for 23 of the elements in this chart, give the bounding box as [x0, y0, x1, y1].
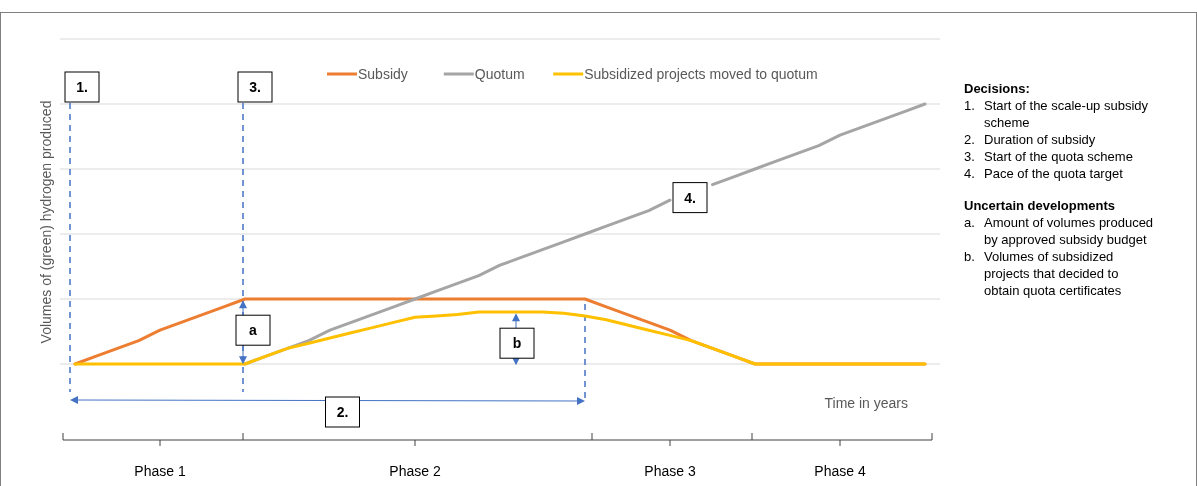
annotation: 4.	[684, 189, 696, 206]
y-axis-title: Volumes of (green) hydrogen produced	[38, 100, 54, 344]
text: 2.	[964, 131, 976, 148]
legend-label: Quotum	[474, 66, 525, 82]
text: Decisions:	[964, 80, 1031, 97]
x-tick-label: Phase 1	[134, 463, 186, 479]
text: b. Volumes of subsidized projects that decided to obtain quota certificates	[964, 248, 1123, 299]
text: 2.	[336, 404, 349, 420]
annotation: b	[512, 335, 522, 352]
text: 1. Start of the scale-up subsidy scheme	[964, 97, 1150, 131]
text: 3.	[249, 79, 261, 95]
text: 4. Pace of the quota target	[964, 165, 1123, 182]
x-axis-title: Time in years	[824, 395, 908, 411]
x-tick-label: Phase 3	[644, 463, 696, 479]
legend-label: Subsidized projects moved to quotum	[584, 66, 818, 82]
text: Uncertain developments	[964, 197, 1116, 214]
annotation: a	[249, 322, 258, 339]
text: 1.	[76, 79, 88, 95]
text: 3. Start of the quota scheme	[964, 148, 1133, 165]
text: Duration of subsidy	[984, 132, 1096, 147]
x-tick-label: Phase 4	[814, 463, 866, 479]
x-tick-label: Phase 2	[389, 463, 441, 479]
legend-label: Subsidy	[358, 66, 408, 82]
